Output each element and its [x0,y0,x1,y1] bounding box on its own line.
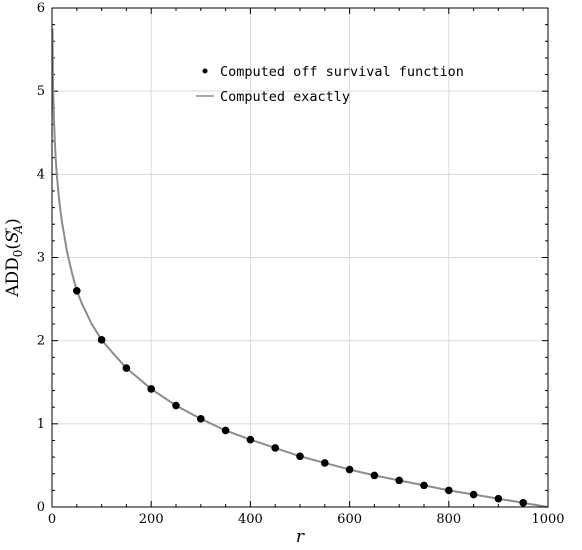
x-tick-label: 0 [48,512,56,527]
data-point [197,415,205,423]
data-point [445,486,453,495]
legend: Computed off survival function Computed … [196,64,464,105]
data-point [420,481,428,490]
y-tick-label: 5 [37,84,45,99]
data-point [494,494,503,503]
y-axis-label-open: ( [3,243,23,250]
y-axis-label-main: ADD [3,257,23,298]
data-point [122,364,131,372]
x-tick-label: 200 [139,512,164,527]
grid [52,8,548,507]
y-tick-label: 3 [37,251,45,266]
y-axis-label-var-sub: A [11,225,25,235]
y-axis-label-var-sup: r [3,227,14,233]
y-axis-label-close: ) [3,218,23,225]
data-point [246,435,255,444]
data-point [296,452,304,461]
y-axis-label: ADD0(SrA) [3,218,25,298]
legend-line-label: Computed exactly [220,89,350,105]
x-tick-label: 400 [238,512,263,527]
data-point [321,459,329,467]
y-tick-label: 6 [37,1,45,16]
data-point [147,385,155,393]
x-tick-label: 800 [436,512,461,527]
data-point [345,465,354,474]
plot-frame [51,7,549,508]
data-point [271,444,280,452]
data-point [221,426,230,435]
data-point [172,401,180,410]
y-axis-label-var: S [3,231,23,243]
y-axis-label-sub: 0 [11,250,25,258]
data-point [469,490,478,499]
x-tick-label: 1000 [531,512,564,527]
data-point [73,286,81,295]
y-tick-label: 2 [37,334,45,349]
y-tick-label: 1 [37,417,45,432]
x-tick-label: 600 [337,512,362,527]
data-point [370,471,379,480]
data-point [395,476,404,485]
x-axis-label: r [296,527,305,547]
legend-point-marker [202,68,208,74]
y-tick-label: 0 [37,500,45,515]
y-tick-label: 4 [37,167,45,182]
series-points-group [73,286,527,507]
data-point [97,336,106,344]
data-point [519,499,527,507]
tick-labels: 0 200 400 600 800 1000 0 1 2 3 4 5 6 [37,1,565,527]
legend-point-label: Computed off survival function [220,64,464,80]
